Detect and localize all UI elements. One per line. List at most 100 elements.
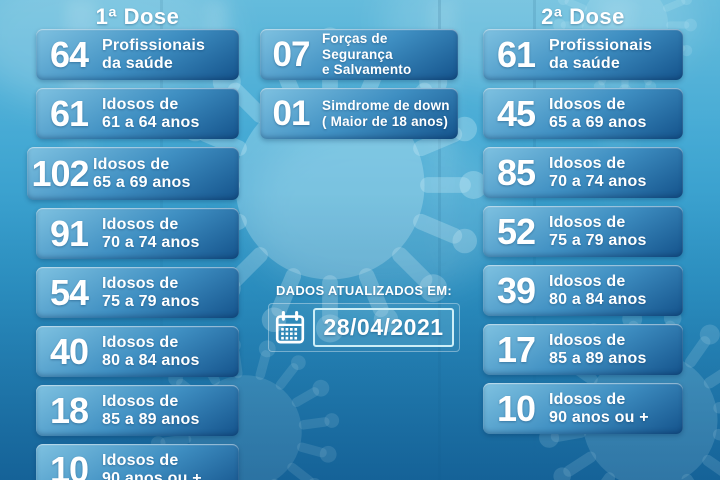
category-label-line2: da saúde <box>549 54 620 72</box>
count-value: 102 <box>31 152 89 194</box>
category-label: Forças de Segurança e Salvamento <box>322 31 458 78</box>
dose2-row-90-mais: 10 Idosos de 90 anos ou + <box>483 383 683 434</box>
category-label: Idosos de 90 anos ou + <box>549 391 683 427</box>
category-label-line1: Idosos de <box>102 215 179 233</box>
column-dose2: 2ª Dose 61 Profissionais da saúde 45 Ido… <box>483 4 683 434</box>
category-label-line1: Idosos de <box>102 451 179 469</box>
dose1-row-65-69: 102 Idosos de 65 a 69 anos <box>27 147 239 200</box>
category-label-line1: Idosos de <box>102 95 179 113</box>
category-label: Idosos de 80 a 84 anos <box>549 273 683 309</box>
category-label-line1: Idosos de <box>102 333 179 351</box>
dose2-row-75-79: 52 Idosos de 75 a 79 anos <box>483 206 683 257</box>
category-label-line2: ( Maior de 18 anos) <box>322 113 449 129</box>
count-value: 61 <box>496 33 536 75</box>
category-label: Profissionais da saúde <box>102 37 239 73</box>
middle-title-spacer <box>260 4 458 29</box>
category-label-line1: Idosos de <box>549 272 626 290</box>
category-label-line1: Profissionais <box>549 36 653 54</box>
updated-date-value: 28/04/2021 <box>313 308 454 347</box>
category-label-line2: e Salvamento <box>322 62 412 78</box>
dose2-row-70-74: 85 Idosos de 70 a 74 anos <box>483 147 683 198</box>
category-label: Idosos de 75 a 79 anos <box>102 275 239 311</box>
category-label-line1: Idosos de <box>549 213 626 231</box>
category-label-line1: Idosos de <box>549 154 626 172</box>
updated-date-box: 28/04/2021 <box>268 303 460 352</box>
special-rows: 07 Forças de Segurança e Salvamento 01 S… <box>260 29 458 139</box>
category-label-line2: 80 a 84 anos <box>102 351 200 369</box>
count-value: 17 <box>496 328 536 370</box>
count-value: 52 <box>496 210 536 252</box>
category-label-line2: da saúde <box>102 54 173 72</box>
category-label-line1: Profissionais <box>102 36 206 54</box>
category-label-line2: 65 a 69 anos <box>93 173 191 191</box>
light-patch <box>250 120 510 300</box>
category-label: Profissionais da saúde <box>549 37 683 73</box>
category-label-line1: Idosos de <box>549 390 626 408</box>
count-value: 39 <box>496 269 536 311</box>
category-label: Simdrome de down ( Maior de 18 anos) <box>322 98 458 129</box>
count-value: 07 <box>272 34 311 74</box>
dose1-row-70-74: 91 Idosos de 70 a 74 anos <box>36 208 239 259</box>
dose2-rows: 61 Profissionais da saúde 45 Idosos de 6… <box>483 29 683 434</box>
category-label-line1: Simdrome de down <box>322 97 450 113</box>
count-value: 45 <box>496 92 536 134</box>
dose2-row-65-69: 45 Idosos de 65 a 69 anos <box>483 88 683 139</box>
category-label-line1: Idosos de <box>549 95 626 113</box>
category-label-line2: 65 a 69 anos <box>549 113 647 131</box>
dose1-row-75-79: 54 Idosos de 75 a 79 anos <box>36 267 239 318</box>
count-value: 54 <box>49 271 89 313</box>
count-value: 64 <box>49 33 89 75</box>
count-value: 40 <box>49 330 89 372</box>
column-dose1: 1ª Dose 64 Profissionais da saúde 61 Ido… <box>27 4 239 480</box>
count-value: 10 <box>496 387 536 429</box>
category-label: Idosos de 65 a 69 anos <box>549 96 683 132</box>
count-value: 91 <box>49 212 89 254</box>
dose2-row-profissionais: 61 Profissionais da saúde <box>483 29 683 80</box>
count-value: 61 <box>49 92 89 134</box>
category-label-line2: 61 a 64 anos <box>102 113 200 131</box>
special-row-sindrome-down: 01 Simdrome de down ( Maior de 18 anos) <box>260 88 458 139</box>
category-label: Idosos de 75 a 79 anos <box>549 214 683 250</box>
category-label: Idosos de 85 a 89 anos <box>102 393 239 429</box>
category-label-line2: 85 a 89 anos <box>549 349 647 367</box>
dose1-row-profissionais: 64 Profissionais da saúde <box>36 29 239 80</box>
updated-date-block: DADOS ATUALIZADOS EM: <box>268 283 460 352</box>
dose1-row-85-89: 18 Idosos de 85 a 89 anos <box>36 385 239 436</box>
calendar-icon <box>274 310 306 346</box>
updated-label: DADOS ATUALIZADOS EM: <box>275 283 452 298</box>
category-label-line2: 75 a 79 anos <box>102 292 200 310</box>
category-label: Idosos de 85 a 89 anos <box>549 332 683 368</box>
category-label-line2: 70 a 74 anos <box>549 172 647 190</box>
dose2-row-80-84: 39 Idosos de 80 a 84 anos <box>483 265 683 316</box>
dose1-title: 1ª Dose <box>95 4 180 29</box>
column-special-groups: 07 Forças de Segurança e Salvamento 01 S… <box>260 4 458 139</box>
category-label: Idosos de 70 a 74 anos <box>549 155 683 191</box>
category-label-line1: Idosos de <box>549 331 626 349</box>
count-value: 01 <box>272 93 311 133</box>
category-label: Idosos de 80 a 84 anos <box>102 334 239 370</box>
special-row-forcas-seguranca: 07 Forças de Segurança e Salvamento <box>260 29 458 80</box>
category-label-line1: Forças de Segurança <box>322 31 393 62</box>
category-label-line1: Idosos de <box>102 392 179 410</box>
category-label-line2: 90 anos ou + <box>549 408 649 426</box>
category-label-line2: 80 a 84 anos <box>549 290 647 308</box>
dose2-title: 2ª Dose <box>541 4 625 29</box>
count-value: 85 <box>496 151 536 193</box>
dose1-row-80-84: 40 Idosos de 80 a 84 anos <box>36 326 239 377</box>
category-label-line2: 75 a 79 anos <box>549 231 647 249</box>
category-label-line1: Idosos de <box>102 274 179 292</box>
dose2-row-85-89: 17 Idosos de 85 a 89 anos <box>483 324 683 375</box>
dose1-row-61-64: 61 Idosos de 61 a 64 anos <box>36 88 239 139</box>
count-value: 18 <box>49 389 89 431</box>
dose1-rows: 64 Profissionais da saúde 61 Idosos de 6… <box>27 29 239 480</box>
category-label-line1: Idosos de <box>93 155 170 173</box>
category-label: Idosos de 61 a 64 anos <box>102 96 239 132</box>
category-label: Idosos de 90 anos ou + <box>102 452 239 480</box>
count-value: 10 <box>49 448 89 480</box>
dose1-row-90-mais: 10 Idosos de 90 anos ou + <box>36 444 239 480</box>
category-label: Idosos de 70 a 74 anos <box>102 216 239 252</box>
category-label-line2: 90 anos ou + <box>102 469 202 480</box>
category-label: Idosos de 65 a 69 anos <box>93 156 239 192</box>
category-label-line2: 70 a 74 anos <box>102 233 200 251</box>
